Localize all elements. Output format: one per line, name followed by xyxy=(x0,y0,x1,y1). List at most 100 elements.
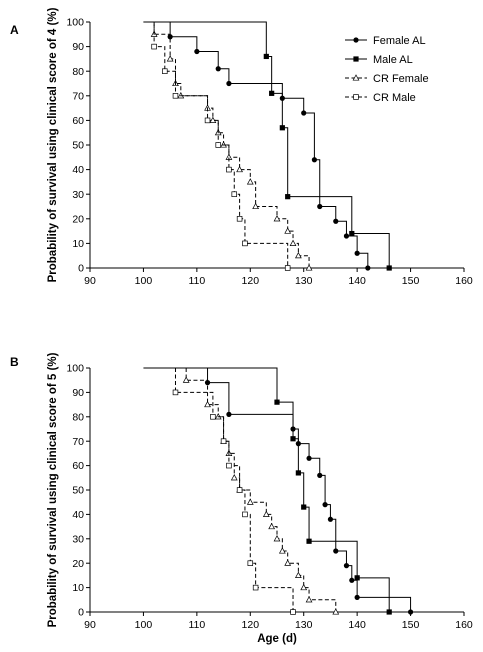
series-cr-female xyxy=(182,368,340,615)
data-point xyxy=(290,436,296,442)
legend-marker xyxy=(353,94,359,100)
y-tick-label: 0 xyxy=(78,263,84,275)
data-point xyxy=(246,498,254,505)
data-point xyxy=(317,472,323,478)
data-point xyxy=(194,48,200,55)
data-point xyxy=(290,609,296,615)
data-point xyxy=(294,571,302,578)
data-point xyxy=(295,470,301,476)
legend-marker xyxy=(352,74,360,81)
data-point xyxy=(343,563,350,569)
data-point xyxy=(365,265,371,271)
panel-letter: B xyxy=(10,355,19,369)
y-tick-label: 50 xyxy=(72,140,84,152)
legend: Female AL Male AL CR Female CR Male xyxy=(345,35,429,104)
data-point xyxy=(317,203,323,210)
y-tick-label: 100 xyxy=(66,363,84,375)
legend-label: Female AL xyxy=(373,35,426,47)
data-point xyxy=(354,575,360,581)
x-tick-label: 90 xyxy=(84,619,96,631)
data-point xyxy=(262,510,270,517)
data-point xyxy=(246,178,254,185)
y-axis-title: Probability of survival using clinical s… xyxy=(47,352,59,627)
x-axis-title: Age (d) xyxy=(257,633,297,645)
data-point xyxy=(182,376,190,383)
data-point xyxy=(349,230,355,237)
y-tick-label: 50 xyxy=(72,485,84,497)
data-point xyxy=(306,455,312,461)
data-point xyxy=(167,34,173,40)
x-tick-label: 150 xyxy=(402,275,420,287)
data-point xyxy=(305,596,313,603)
series-line xyxy=(169,22,369,268)
data-point xyxy=(236,487,243,493)
y-tick-label: 70 xyxy=(72,90,84,102)
data-point xyxy=(273,215,281,222)
data-point xyxy=(306,538,312,544)
data-point xyxy=(263,53,269,60)
chart-panel-B: B 0 10 20 30 40 50 60 70 80 90 100 90 100 110 120 130 140… xyxy=(10,352,473,645)
x-tick-label: 90 xyxy=(84,275,96,287)
x-tick-label: 100 xyxy=(135,619,153,631)
data-point xyxy=(226,462,232,469)
data-point xyxy=(247,560,254,566)
legend-marker xyxy=(353,56,359,62)
y-tick-label: 10 xyxy=(72,238,84,250)
data-point xyxy=(301,110,307,116)
panel-letter: A xyxy=(10,23,19,37)
legend-label: CR Female xyxy=(373,73,429,85)
data-point xyxy=(236,216,243,222)
data-point xyxy=(151,43,157,50)
data-point xyxy=(407,609,414,615)
data-point xyxy=(231,191,238,197)
y-tick-label: 0 xyxy=(78,607,84,619)
data-point xyxy=(268,522,276,530)
y-tick-label: 20 xyxy=(72,558,84,570)
data-point xyxy=(311,157,317,163)
data-point xyxy=(301,504,307,510)
data-point xyxy=(343,233,350,239)
data-point xyxy=(386,609,392,615)
data-point xyxy=(273,535,281,542)
x-tick-label: 140 xyxy=(348,275,366,287)
chart-panel-A: A 0 10 20 30 40 50 60 70 80 90 100 90 100 110 120 130 140… xyxy=(10,7,473,287)
y-tick-label: 100 xyxy=(66,17,84,29)
data-point xyxy=(204,400,211,408)
series-male-al xyxy=(143,21,392,271)
data-point xyxy=(289,239,297,246)
data-point xyxy=(305,264,313,271)
series-cr-male xyxy=(172,368,296,615)
data-point xyxy=(284,559,292,566)
data-point xyxy=(269,90,275,96)
series-male-al xyxy=(143,367,392,615)
y-tick-label: 10 xyxy=(72,582,84,594)
data-point xyxy=(236,165,243,173)
x-tick-label: 160 xyxy=(455,619,473,631)
x-tick-label: 110 xyxy=(188,619,205,631)
series-line xyxy=(185,368,337,612)
data-point xyxy=(300,583,308,591)
y-tick-label: 20 xyxy=(72,213,84,225)
data-point xyxy=(332,608,340,615)
y-tick-label: 80 xyxy=(72,411,84,423)
y-tick-label: 60 xyxy=(72,115,84,127)
x-tick-label: 120 xyxy=(242,275,260,287)
data-point xyxy=(226,80,232,87)
x-tick-label: 140 xyxy=(348,619,366,631)
data-point xyxy=(226,411,232,417)
y-tick-label: 90 xyxy=(72,41,84,53)
y-tick-label: 60 xyxy=(72,460,84,472)
series-female-al xyxy=(167,22,371,271)
x-tick-label: 120 xyxy=(242,619,260,631)
data-point xyxy=(284,227,292,234)
legend-marker xyxy=(353,37,359,43)
x-tick-label: 100 xyxy=(135,275,153,287)
y-tick-label: 40 xyxy=(72,509,84,521)
data-point xyxy=(226,166,232,173)
y-tick-label: 30 xyxy=(72,189,84,201)
data-point xyxy=(279,125,285,131)
x-tick-label: 130 xyxy=(295,275,313,287)
data-point xyxy=(220,438,227,444)
data-point xyxy=(210,414,216,420)
